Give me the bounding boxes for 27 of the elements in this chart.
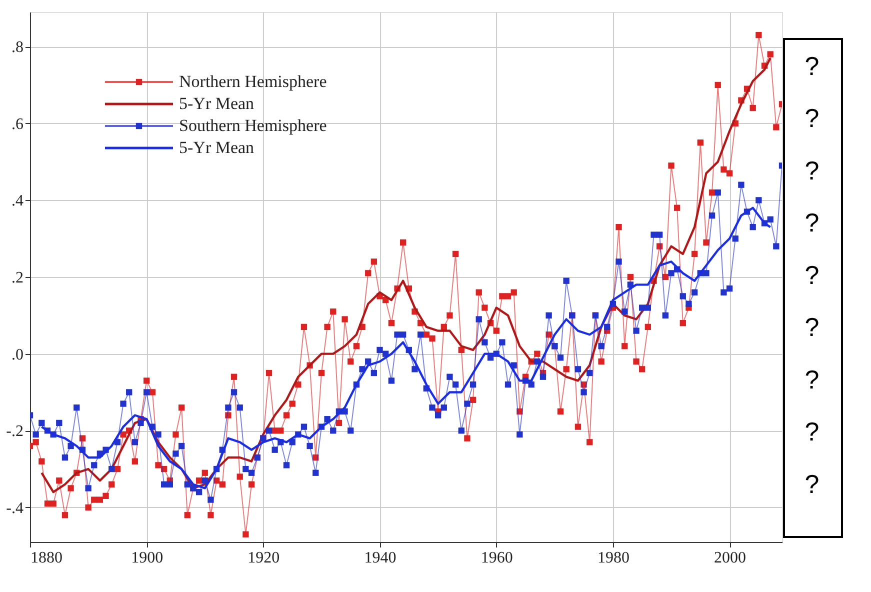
text: ? [804, 155, 820, 186]
y-tick-label: .4 [12, 192, 24, 210]
y-tick-label: .6 [12, 116, 24, 133]
x-tick-label: 1920 [248, 550, 280, 566]
y-tick-label: .8 [12, 39, 24, 56]
x-tick-label: 1900 [131, 550, 164, 566]
legend-label: 5-Yr Mean [179, 138, 255, 157]
x-tick-label: 1960 [480, 550, 513, 566]
legend-label: Northern Hemisphere [179, 72, 327, 91]
text: ? [804, 468, 820, 499]
text: ? [804, 51, 820, 81]
y-tick-label: -.4 [6, 500, 24, 517]
text: ? [804, 103, 820, 134]
text: ? [804, 260, 820, 290]
text: ? [804, 416, 820, 447]
y-tick-label: .2 [12, 270, 24, 286]
text: ? [804, 364, 820, 394]
text: ? [804, 312, 820, 342]
y-tick-label: .0 [12, 346, 24, 364]
x-tick-label: 1880 [30, 550, 62, 566]
y-tick-label: -.2 [6, 423, 24, 440]
legend-label: Southern Hemisphere [179, 116, 327, 135]
x-tick-label: 1980 [597, 550, 630, 566]
x-tick-label: 1940 [364, 550, 396, 566]
legend-label: 5-Yr Mean [179, 94, 255, 113]
x-tick-label: 2000 [714, 550, 746, 566]
text: ? [804, 208, 820, 238]
